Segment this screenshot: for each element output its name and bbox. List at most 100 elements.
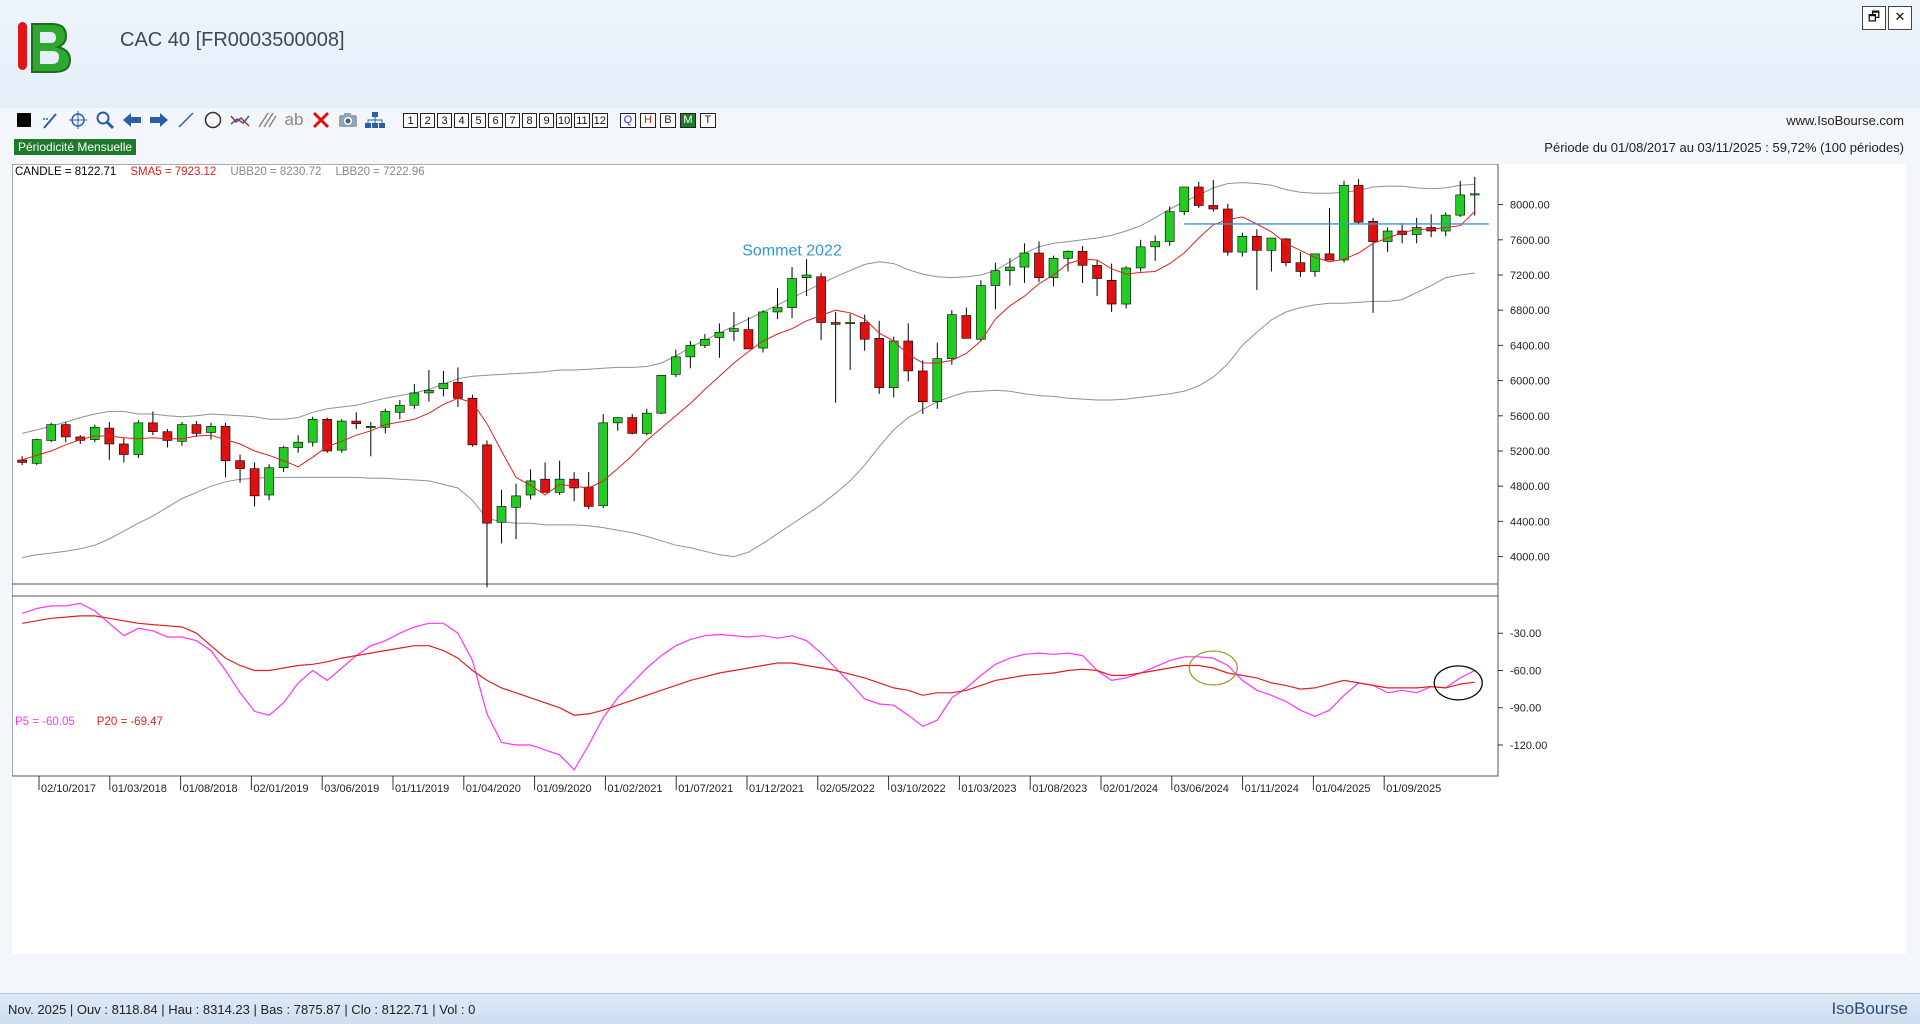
black-square-icon[interactable] [12, 109, 36, 131]
candle-body [859, 322, 870, 340]
restore-window-button[interactable]: 🗗 [1862, 6, 1886, 30]
candle-body [249, 468, 260, 497]
number-button-10[interactable]: 10 [556, 112, 573, 128]
x-tick-label: 02/01/2024 [1103, 783, 1158, 795]
annotation-sommet-2022: Sommet 2022 [742, 243, 842, 260]
candle-body [395, 404, 405, 413]
candle-body [424, 389, 434, 394]
edit-pen-icon[interactable] [39, 109, 63, 131]
x-tick-label: 01/03/2018 [112, 783, 167, 795]
p20-legend: P20 = -69.47 [96, 716, 163, 728]
candle-body [932, 358, 943, 403]
number-button-7[interactable]: 7 [505, 112, 520, 128]
oscillator-legend: P5 = -60.05 P20 = -69.47 [15, 716, 163, 728]
candle-body [714, 331, 725, 338]
number-button-8[interactable]: 8 [522, 112, 537, 128]
fibonacci-icon[interactable] [255, 109, 279, 131]
osc-ytick-label: -60.00 [1510, 665, 1541, 677]
number-button-12[interactable]: 12 [591, 112, 608, 128]
osc-legend-frame [11, 583, 1499, 597]
price-ytick-label: 4000.00 [1510, 552, 1550, 564]
arrow-left-icon[interactable] [120, 109, 144, 131]
candle-body [409, 392, 420, 406]
candle-body [453, 382, 463, 399]
price-ytick-label: 5200.00 [1510, 446, 1550, 458]
candle-body [1048, 257, 1059, 278]
price-ytick-label: 8000.00 [1510, 200, 1550, 212]
isobourse-logo [18, 22, 72, 73]
candle-body [1310, 253, 1320, 272]
number-button-6[interactable]: 6 [488, 112, 503, 128]
candle-body [671, 356, 681, 375]
candle-body [1106, 279, 1117, 305]
candle-body [177, 424, 187, 442]
crossover-circle-2 [1433, 665, 1483, 701]
price-ytick-label: 4800.00 [1510, 481, 1550, 493]
number-button-5[interactable]: 5 [471, 112, 486, 128]
price-ytick-label: 7200.00 [1510, 270, 1550, 282]
candle-body [1382, 230, 1393, 242]
camera-icon[interactable] [336, 109, 360, 131]
text-icon[interactable]: ab [284, 110, 304, 129]
crosshair-icon[interactable] [66, 109, 90, 131]
candle-body [641, 412, 652, 434]
candle-body [365, 426, 376, 428]
candle-body [1063, 250, 1073, 259]
candle-body [511, 495, 521, 508]
candle-body [46, 424, 57, 441]
periodicity-button-q[interactable]: Q [619, 112, 636, 128]
oscillator-panel-frame [11, 595, 1499, 777]
candle-body [1281, 238, 1291, 263]
hierarchy-icon[interactable] [363, 109, 387, 131]
delete-icon[interactable] [309, 109, 333, 131]
price-panel-frame [11, 163, 1499, 585]
osc-ytick-label: -30.00 [1510, 628, 1541, 640]
candle-body [322, 419, 333, 452]
periodicity-button-h[interactable]: H [639, 112, 656, 128]
period-info: Période du 01/08/2017 au 03/11/2025 : 59… [1544, 140, 1904, 155]
candle-body [1077, 250, 1088, 266]
x-tick-label: 02/10/2017 [41, 783, 96, 795]
x-tick-label: 01/11/2024 [1245, 783, 1299, 795]
number-button-4[interactable]: 4 [454, 112, 469, 128]
p5-legend: P5 = -60.05 [15, 716, 75, 728]
candle-body [148, 422, 158, 432]
arrow-right-icon[interactable] [147, 109, 171, 131]
candle-body [1295, 262, 1306, 272]
candle-body [336, 420, 347, 451]
indicator-icon[interactable] [228, 109, 252, 131]
price-chart[interactable]: 4000.00 4400.00 4800.00 5200.00 5600.00 6000.… [11, 148, 1906, 954]
price-ytick-label: 7600.00 [1510, 235, 1550, 247]
candle-body [89, 426, 100, 440]
candle-body [467, 397, 478, 446]
number-button-11[interactable]: 11 [574, 112, 590, 128]
candle-body [874, 338, 884, 388]
x-tick-label: 01/04/2025 [1315, 783, 1370, 795]
x-tick-label: 01/12/2021 [749, 783, 804, 795]
candle-body [685, 345, 696, 358]
candle-body [990, 270, 1001, 286]
number-button-3[interactable]: 3 [437, 112, 452, 128]
periodicity-button-t[interactable]: T [699, 112, 716, 128]
line-icon[interactable] [174, 109, 198, 131]
candle-body [264, 467, 274, 496]
number-button-9[interactable]: 9 [539, 112, 554, 128]
candle-body [787, 278, 797, 308]
candle-body [583, 486, 594, 507]
website-link[interactable]: www.IsoBourse.com [1786, 113, 1904, 128]
candle-body [947, 314, 957, 359]
candle-body [1019, 252, 1030, 268]
number-button-1[interactable]: 1 [403, 112, 418, 128]
candle-body [816, 276, 826, 323]
periodicity-button-m[interactable]: M [679, 112, 696, 128]
candle-body [1353, 184, 1364, 223]
zoom-icon[interactable] [93, 109, 117, 131]
close-window-button[interactable]: ✕ [1888, 6, 1912, 30]
periodicity-button-b[interactable]: B [659, 112, 676, 128]
number-button-2[interactable]: 2 [420, 112, 435, 128]
osc-ytick-label: -120.00 [1510, 740, 1547, 752]
candle-body [119, 443, 129, 455]
circle-icon[interactable] [201, 109, 225, 131]
